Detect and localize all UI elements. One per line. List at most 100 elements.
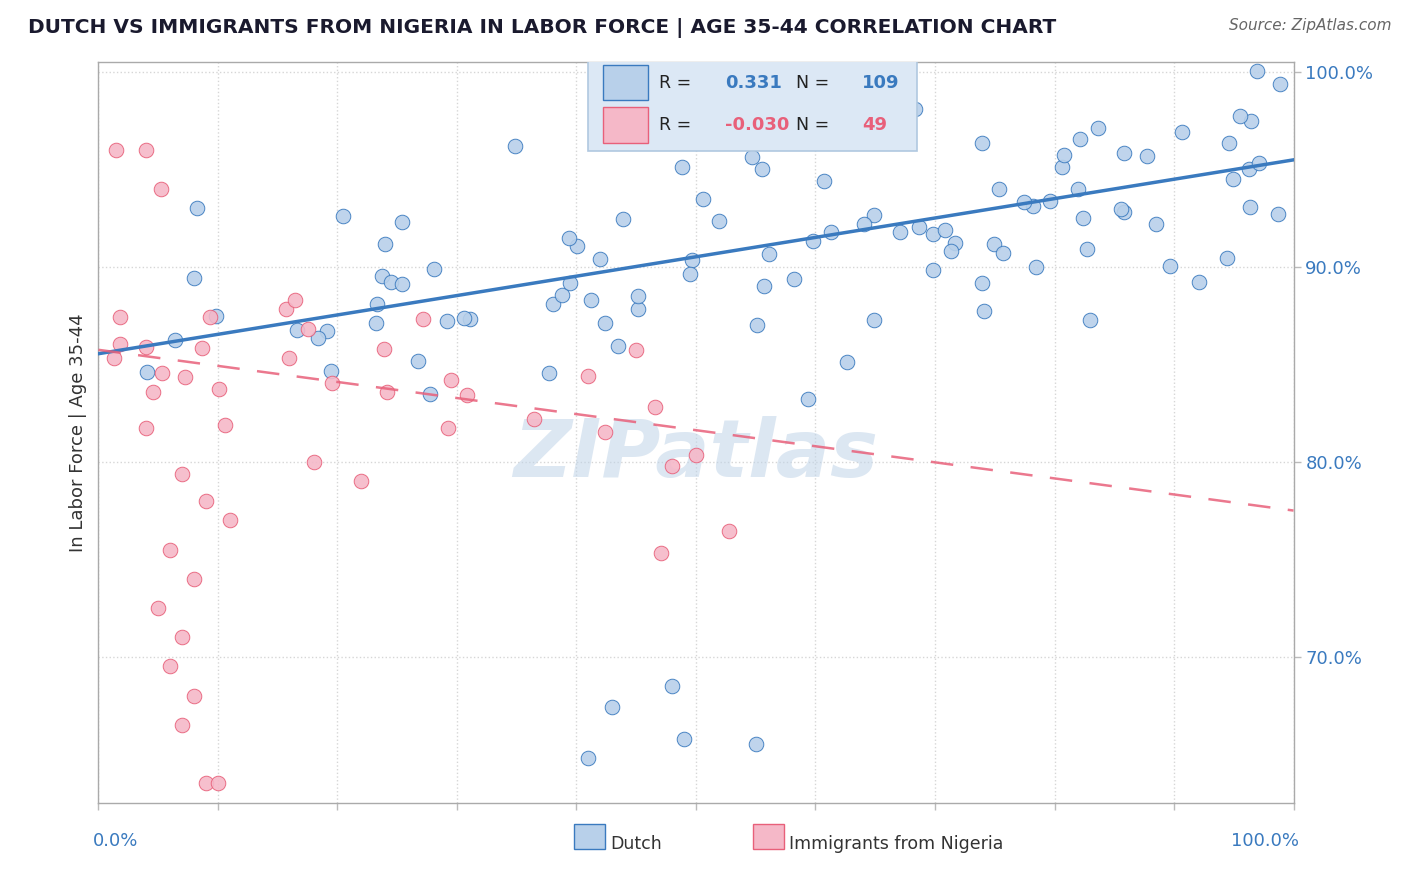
- Point: [183, 572, 205, 586]
- Point: [1076, 242, 1098, 256]
- Point: [307, 331, 329, 345]
- Point: [579, 293, 602, 307]
- Point: [679, 267, 702, 281]
- Point: [681, 252, 703, 267]
- Point: [558, 276, 581, 290]
- Text: N =: N =: [796, 116, 830, 134]
- Point: [1188, 275, 1211, 289]
- Point: [551, 288, 574, 302]
- FancyBboxPatch shape: [603, 107, 648, 143]
- Point: [661, 679, 683, 693]
- Point: [644, 401, 666, 415]
- Point: [973, 303, 995, 318]
- Point: [1071, 211, 1094, 226]
- Point: [1050, 160, 1073, 174]
- Point: [316, 324, 339, 338]
- Point: [863, 97, 886, 112]
- Point: [174, 369, 197, 384]
- Point: [135, 340, 157, 354]
- Point: [627, 289, 650, 303]
- Text: DUTCH VS IMMIGRANTS FROM NIGERIA IN LABOR FORCE | AGE 35-44 CORRELATION CHART: DUTCH VS IMMIGRANTS FROM NIGERIA IN LABO…: [28, 18, 1056, 37]
- Point: [991, 245, 1014, 260]
- Point: [205, 309, 228, 323]
- Point: [853, 118, 876, 132]
- Point: [650, 546, 672, 560]
- Point: [436, 421, 458, 435]
- Point: [983, 237, 1005, 252]
- Point: [208, 383, 231, 397]
- Point: [661, 459, 683, 474]
- Point: [186, 201, 208, 215]
- Point: [970, 276, 993, 290]
- Point: [321, 376, 343, 390]
- Point: [456, 388, 478, 402]
- Text: R =: R =: [659, 116, 692, 134]
- Point: [626, 343, 648, 358]
- Point: [1170, 125, 1192, 139]
- Point: [523, 412, 546, 426]
- Point: [922, 263, 945, 277]
- Point: [183, 689, 205, 703]
- Point: [1246, 64, 1268, 78]
- Point: [1215, 251, 1237, 265]
- Point: [159, 659, 181, 673]
- Point: [195, 776, 218, 790]
- Point: [922, 227, 945, 241]
- Point: [1268, 78, 1291, 92]
- Point: [135, 421, 157, 435]
- Point: [142, 385, 165, 400]
- Point: [578, 751, 600, 765]
- Point: [366, 297, 388, 311]
- Point: [758, 247, 780, 261]
- Point: [319, 364, 342, 378]
- Text: 0.331: 0.331: [724, 74, 782, 92]
- Point: [374, 237, 396, 252]
- Point: [453, 311, 475, 326]
- Point: [214, 418, 236, 433]
- Point: [589, 252, 612, 266]
- FancyBboxPatch shape: [589, 59, 917, 152]
- Point: [908, 219, 931, 234]
- Point: [751, 162, 773, 177]
- Point: [717, 524, 740, 539]
- Point: [274, 301, 297, 316]
- Text: Immigrants from Nigeria: Immigrants from Nigeria: [789, 835, 1004, 853]
- Point: [1078, 312, 1101, 326]
- Text: 100.0%: 100.0%: [1232, 832, 1299, 850]
- Point: [302, 455, 325, 469]
- Point: [1229, 110, 1251, 124]
- Point: [172, 718, 194, 732]
- Point: [163, 333, 186, 347]
- Point: [934, 223, 956, 237]
- Text: -0.030: -0.030: [724, 116, 789, 134]
- Point: [1267, 207, 1289, 221]
- Point: [172, 630, 194, 644]
- Point: [852, 218, 875, 232]
- Text: ZIPatlas: ZIPatlas: [513, 416, 879, 494]
- Point: [567, 239, 589, 253]
- Point: [1239, 200, 1261, 214]
- Point: [172, 467, 194, 481]
- Point: [1022, 199, 1045, 213]
- Text: 49: 49: [862, 116, 887, 134]
- Point: [752, 278, 775, 293]
- Point: [745, 737, 768, 751]
- Point: [159, 542, 181, 557]
- Point: [863, 312, 886, 326]
- Point: [1012, 194, 1035, 209]
- Point: [863, 208, 886, 222]
- Point: [820, 225, 842, 239]
- FancyBboxPatch shape: [754, 823, 785, 848]
- Point: [1144, 217, 1167, 231]
- Point: [813, 174, 835, 188]
- Point: [972, 136, 994, 151]
- Point: [602, 700, 624, 714]
- Point: [108, 310, 131, 324]
- Point: [1112, 146, 1135, 161]
- Point: [375, 385, 398, 400]
- Point: [541, 296, 564, 310]
- Point: [1222, 172, 1244, 186]
- Point: [1240, 114, 1263, 128]
- Text: Dutch: Dutch: [610, 835, 662, 853]
- Point: [370, 268, 392, 283]
